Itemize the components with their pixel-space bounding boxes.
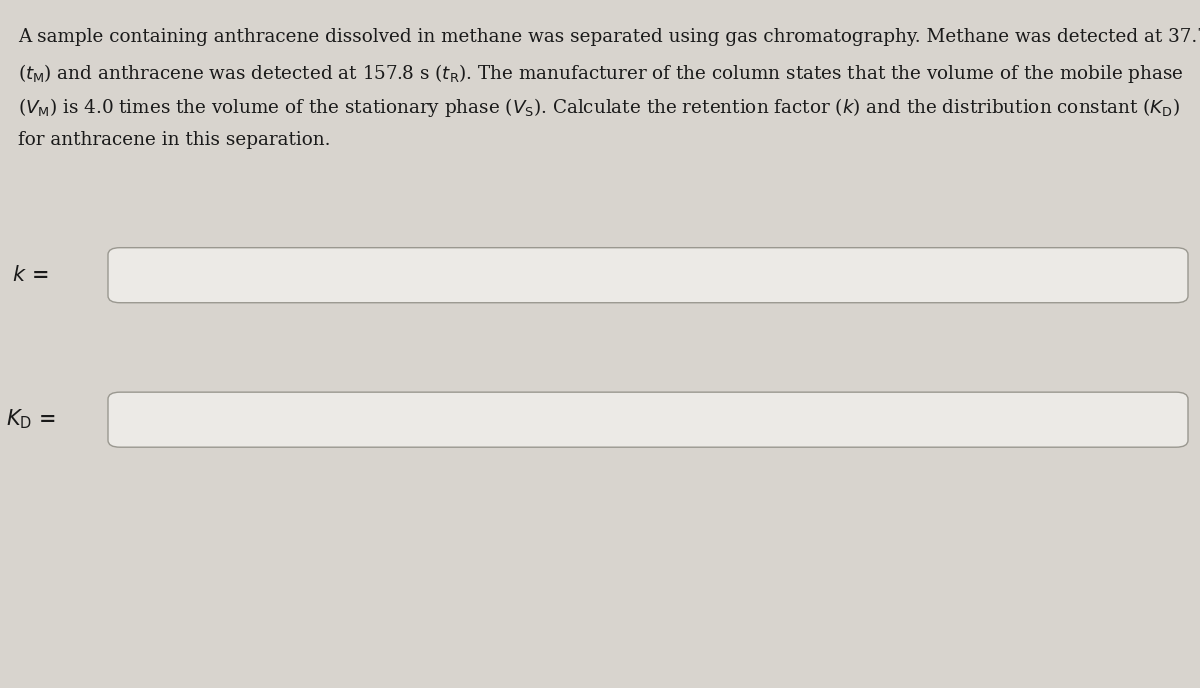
Text: $K_\mathrm{D}$ =: $K_\mathrm{D}$ = <box>6 408 56 431</box>
Text: ($V_\mathrm{M}$) is 4.0 times the volume of the stationary phase ($V_\mathrm{S}$: ($V_\mathrm{M}$) is 4.0 times the volume… <box>18 96 1180 119</box>
FancyBboxPatch shape <box>108 248 1188 303</box>
Text: A sample containing anthracene dissolved in methane was separated using gas chro: A sample containing anthracene dissolved… <box>18 28 1200 45</box>
Text: $k$ =: $k$ = <box>12 265 49 286</box>
FancyBboxPatch shape <box>108 392 1188 447</box>
Text: ($t_\mathrm{M}$) and anthracene was detected at 157.8 s ($t_\mathrm{R}$). The ma: ($t_\mathrm{M}$) and anthracene was dete… <box>18 62 1183 85</box>
Text: for anthracene in this separation.: for anthracene in this separation. <box>18 131 330 149</box>
